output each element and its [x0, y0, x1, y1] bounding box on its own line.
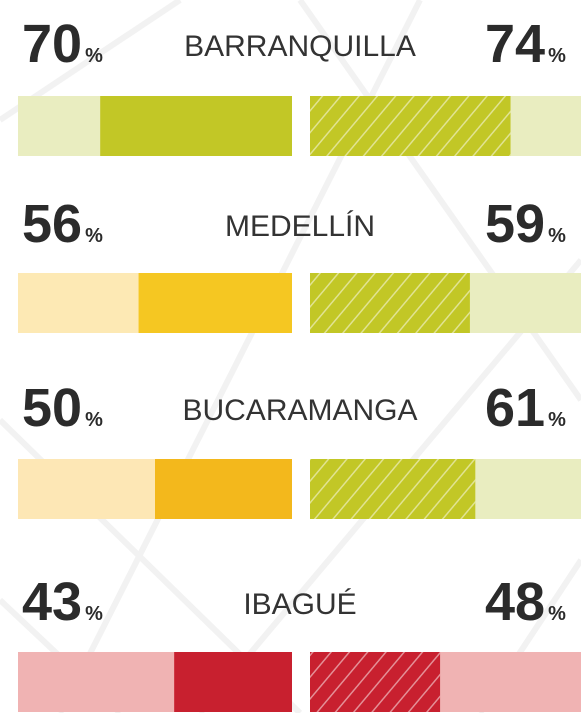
value-number: 56 [22, 194, 82, 254]
bar-hatch [310, 652, 441, 712]
value-number: 59 [485, 194, 545, 254]
value-label: 74% [485, 14, 566, 74]
value-unit: % [548, 409, 566, 431]
value-unit: % [548, 45, 566, 67]
value-unit: % [85, 409, 103, 431]
bar [155, 459, 292, 519]
bar [100, 96, 292, 156]
value-label: 48% [485, 572, 566, 632]
value-label: 43% [22, 572, 103, 632]
bar-hatch [310, 459, 476, 519]
value-number: 50 [22, 378, 82, 438]
value-label: 56% [22, 194, 103, 254]
city-label: BARRANQUILLA [184, 30, 416, 63]
value-unit: % [85, 603, 103, 625]
value-unit: % [85, 225, 103, 247]
value-label: 50% [22, 378, 103, 438]
city-label: IBAGUÉ [243, 588, 356, 621]
bar [138, 273, 292, 333]
value-number: 70 [22, 14, 82, 74]
value-unit: % [548, 225, 566, 247]
value-number: 61 [485, 378, 545, 438]
bar [174, 652, 292, 712]
value-number: 74 [485, 14, 545, 74]
value-unit: % [548, 603, 566, 625]
value-label: 61% [485, 378, 566, 438]
bar-hatch [310, 96, 511, 156]
city-label: BUCARAMANGA [182, 394, 417, 427]
value-number: 43 [22, 572, 82, 632]
value-unit: % [85, 45, 103, 67]
bar-hatch [310, 273, 470, 333]
city-label: MEDELLÍN [225, 210, 375, 243]
value-number: 48 [485, 572, 545, 632]
value-label: 59% [485, 194, 566, 254]
value-label: 70% [22, 14, 103, 74]
